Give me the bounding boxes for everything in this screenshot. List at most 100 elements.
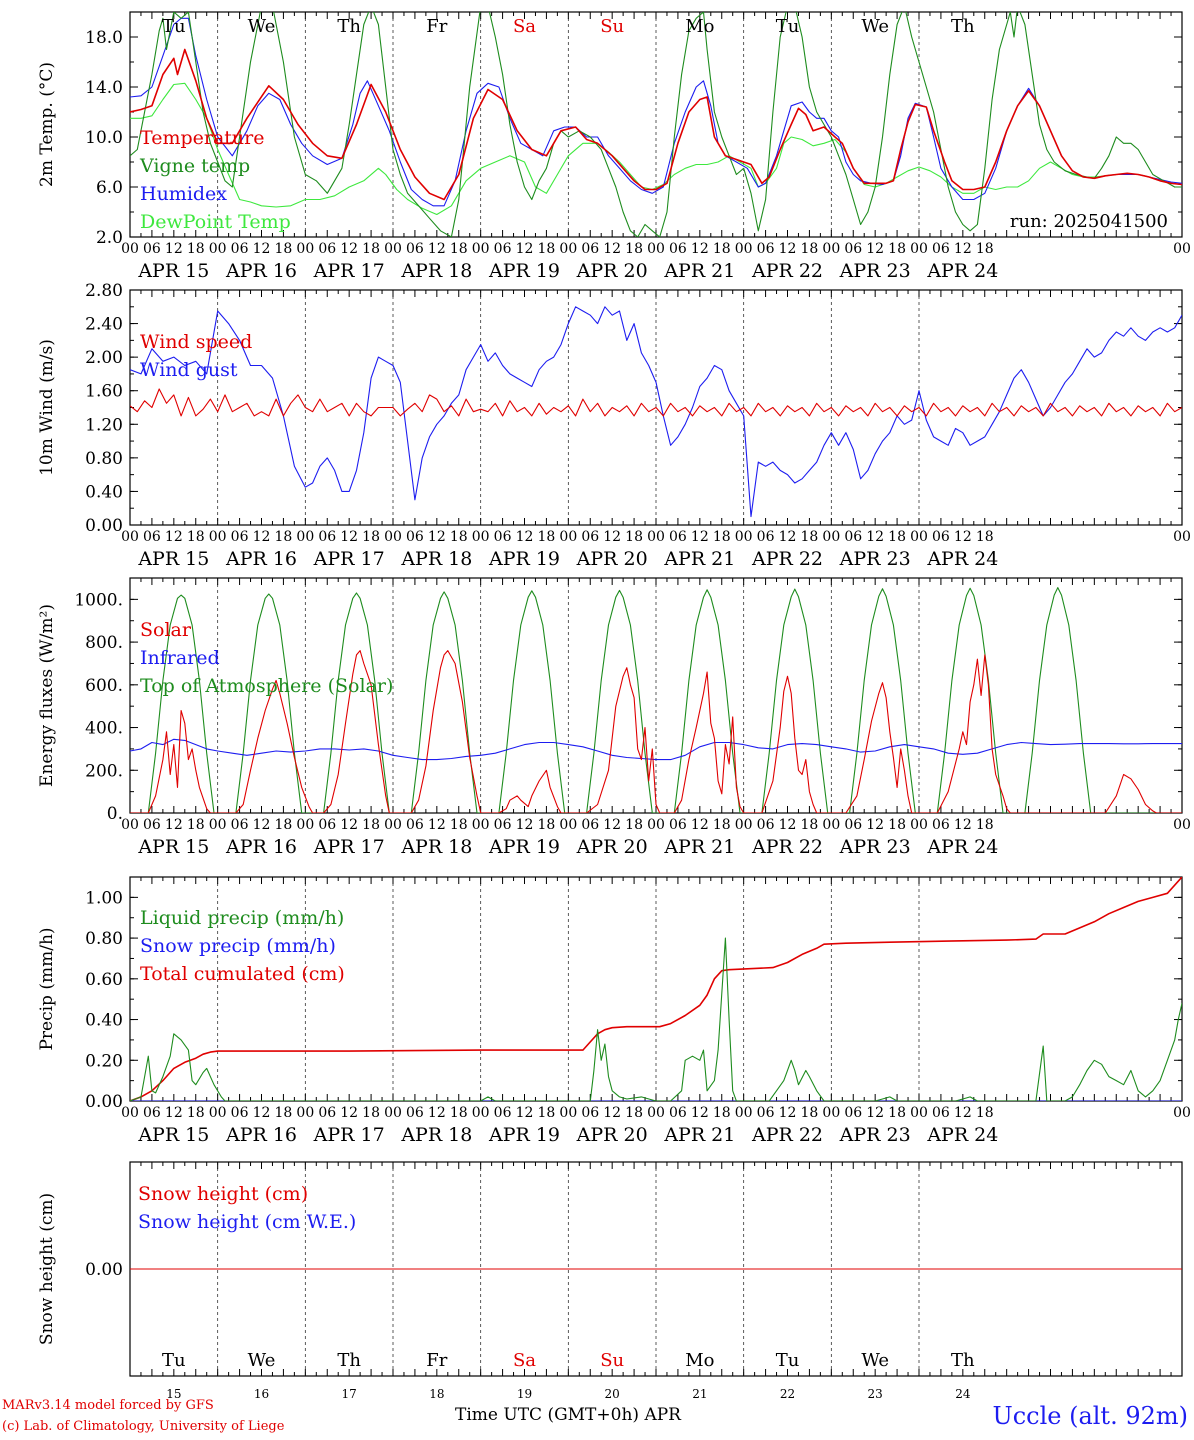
hour-tick-label: 06	[932, 241, 950, 257]
day-number-label: 17	[342, 1387, 357, 1401]
legend-liquid-precip-mm-h: Liquid precip (mm/h)	[140, 907, 344, 929]
y-tick-label: 2.0	[96, 228, 123, 248]
hour-tick-label: 06	[143, 1105, 161, 1121]
hour-tick-label: 00	[735, 241, 753, 257]
hour-tick-label: 12	[954, 241, 972, 257]
hour-tick-label: 06	[757, 241, 775, 257]
hour-tick-label: 06	[143, 241, 161, 257]
day-of-week-label: We	[861, 1350, 889, 1371]
date-label: APR 22	[751, 836, 823, 858]
hour-tick-label: 00	[1173, 241, 1191, 257]
hour-tick-label: 06	[494, 529, 512, 545]
hour-tick-label: 06	[844, 529, 862, 545]
day-of-week-label: Sa	[513, 16, 536, 37]
series-line-wind-speed	[130, 388, 1182, 417]
date-label: APR 18	[400, 548, 472, 570]
date-label: APR 22	[751, 548, 823, 570]
day-of-week-label: Mo	[685, 16, 714, 37]
legend-snow-precip-mm-h: Snow precip (mm/h)	[140, 935, 336, 957]
day-number-label: 16	[254, 1387, 269, 1401]
hour-tick-label: 12	[691, 817, 709, 833]
x-axis-title: Time UTC (GMT+0h) APR	[455, 1405, 681, 1425]
legend-snow-height-cm: Snow height (cm)	[138, 1183, 308, 1205]
hour-tick-label: 00	[121, 1105, 139, 1121]
y-tick-label: 0.80	[85, 929, 123, 949]
y-tick-label: 2.80	[85, 281, 123, 301]
hour-tick-label: 12	[603, 241, 621, 257]
hour-tick-label: 18	[976, 1105, 994, 1121]
hour-tick-label: 18	[713, 529, 731, 545]
date-label: APR 24	[926, 260, 998, 282]
hour-tick-label: 06	[406, 817, 424, 833]
hour-tick-label: 12	[165, 1105, 183, 1121]
series-line-wind-gust	[130, 306, 1182, 518]
day-of-week-label: Th	[337, 16, 361, 37]
date-label: APR 19	[488, 836, 560, 858]
hour-tick-label: 18	[275, 1105, 293, 1121]
date-label: APR 17	[313, 1124, 385, 1146]
hour-tick-label: 06	[494, 1105, 512, 1121]
hour-tick-label: 12	[954, 1105, 972, 1121]
hour-tick-label: 18	[450, 1105, 468, 1121]
y-axis-label: Snow height (cm)	[37, 1193, 57, 1345]
hour-tick-label: 12	[428, 817, 446, 833]
hour-tick-label: 06	[669, 241, 687, 257]
hour-tick-label: 06	[494, 817, 512, 833]
hour-tick-label: 12	[603, 817, 621, 833]
series-line-vigne-temp	[130, 12, 1182, 237]
y-tick-label: 600.	[85, 676, 123, 696]
hour-tick-label: 06	[757, 817, 775, 833]
y-tick-label: 18.0	[85, 28, 123, 48]
date-label: APR 23	[839, 1124, 911, 1146]
hour-tick-label: 00	[472, 1105, 490, 1121]
hour-tick-label: 18	[888, 817, 906, 833]
hour-tick-label: 00	[296, 529, 314, 545]
hour-tick-label: 00	[1173, 817, 1191, 833]
hour-tick-label: 12	[340, 1105, 358, 1121]
hour-tick-label: 18	[362, 241, 380, 257]
hour-tick-label: 06	[231, 1105, 249, 1121]
day-number-label: 15	[166, 1387, 181, 1401]
hour-tick-label: 00	[559, 241, 577, 257]
day-of-week-label: Su	[600, 1350, 624, 1371]
hour-tick-label: 00	[910, 817, 928, 833]
series-group	[130, 877, 1182, 1101]
hour-tick-label: 18	[450, 529, 468, 545]
hour-tick-label: 12	[340, 241, 358, 257]
series-line-liquid-precip-mm-h	[130, 937, 1182, 1101]
day-of-week-label: Th	[951, 16, 975, 37]
hour-tick-label: 18	[888, 1105, 906, 1121]
date-label: APR 18	[400, 1124, 472, 1146]
y-tick-label: 1.20	[85, 415, 123, 435]
date-label: APR 15	[137, 1124, 209, 1146]
hour-tick-label: 00	[121, 529, 139, 545]
date-label: APR 21	[663, 1124, 735, 1146]
date-label: APR 20	[576, 260, 648, 282]
hour-tick-label: 18	[362, 817, 380, 833]
day-of-week-label: Tu	[162, 16, 186, 37]
hour-tick-label: 00	[822, 241, 840, 257]
series-line-total-cumulated-cm	[130, 877, 1182, 1101]
y-tick-label: 200.	[85, 761, 123, 781]
date-label: APR 20	[576, 548, 648, 570]
hour-tick-label: 18	[187, 1105, 205, 1121]
run-annotation: run: 2025041500	[1010, 211, 1168, 232]
date-label: APR 20	[576, 1124, 648, 1146]
hour-tick-label: 18	[450, 241, 468, 257]
hour-tick-label: 00	[647, 241, 665, 257]
hour-tick-label: 18	[976, 241, 994, 257]
hour-tick-label: 00	[559, 817, 577, 833]
day-of-week-label: Su	[600, 16, 624, 37]
legend-wind-gust: Wind gust	[140, 359, 238, 381]
hour-tick-label: 18	[538, 817, 556, 833]
panel-wind: 0.00 0.40 0.80 1.20 1.60 2.00 2.40 2.80 10m Wind…	[37, 281, 1191, 570]
legend-infrared: Infrared	[140, 647, 220, 669]
hour-tick-label: 18	[538, 241, 556, 257]
day-number-label: 19	[517, 1387, 532, 1401]
hour-tick-label: 00	[472, 817, 490, 833]
legend-top-of-atmosphere-solar: Top of Atmosphere (Solar)	[140, 675, 393, 697]
hour-tick-label: 12	[428, 1105, 446, 1121]
hour-tick-label: 00	[559, 1105, 577, 1121]
day-of-week-label: Th	[337, 1350, 361, 1371]
